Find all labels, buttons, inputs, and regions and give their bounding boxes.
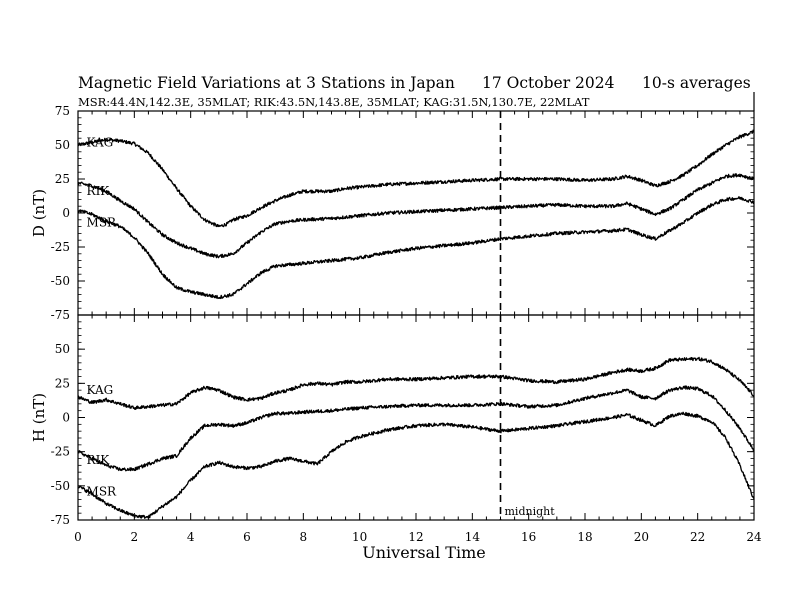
x-tick-label: 6 <box>243 530 251 544</box>
panel-frame-H <box>77 314 755 521</box>
station-label-rik: RIK <box>87 184 111 198</box>
series-kag-D <box>77 129 755 228</box>
x-tick-label: 20 <box>634 530 649 544</box>
x-tick-label: 10 <box>352 530 367 544</box>
midnight-label: midnight <box>505 505 556 518</box>
x-tick-label: 14 <box>465 530 481 544</box>
x-tick-label: 24 <box>746 530 762 544</box>
chart-averaging: 10-s averages <box>642 74 751 92</box>
chart-date: 17 October 2024 <box>482 74 615 92</box>
y-axis-label-H: H (nT) <box>30 393 48 442</box>
station-label-msr: MSR <box>87 216 118 230</box>
series-rik-H <box>77 385 755 472</box>
x-axis-label: Universal Time <box>362 543 485 562</box>
y-tick-label: -75 <box>51 308 70 322</box>
station-label-rik: RIK <box>87 453 111 467</box>
y-tick-label: -50 <box>51 274 70 288</box>
x-tick-label: 4 <box>187 530 195 544</box>
y-tick-label: -25 <box>51 240 70 254</box>
y-tick-label: -75 <box>51 513 70 527</box>
x-tick-label: 12 <box>408 530 423 544</box>
series-rik-D <box>77 173 755 259</box>
x-tick-label: 0 <box>74 530 82 544</box>
x-tick-label: 2 <box>131 530 139 544</box>
y-tick-label: 0 <box>62 411 70 425</box>
series-msr-H <box>77 411 755 519</box>
y-tick-label: 25 <box>55 376 70 390</box>
y-tick-label: -50 <box>51 479 70 493</box>
chart-title: Magnetic Field Variations at 3 Stations … <box>78 74 455 92</box>
y-tick-label: 25 <box>55 172 70 186</box>
station-label-kag: KAG <box>87 135 114 149</box>
y-tick-label: 50 <box>55 138 70 152</box>
x-axis: 0 2 4 6 8 10 12 14 16 18 20 22 24 <box>74 92 762 544</box>
y-axis-label-D: D (nT) <box>30 189 48 237</box>
y-tick-label: -25 <box>51 445 70 459</box>
y-tick-label: 0 <box>62 206 70 220</box>
series-msr-D <box>77 196 755 300</box>
panel-horizontal: -75 -50 -25 0 25 50 H (nT) KAG RIK MSR midnight <box>30 314 755 527</box>
series-kag-H <box>77 356 755 410</box>
x-tick-label: 8 <box>300 530 308 544</box>
panel-declination: -75 -50 -25 0 25 50 75 D (nT) KAG RIK MSR <box>30 104 755 322</box>
x-tick-label: 16 <box>521 530 536 544</box>
y-tick-label: 75 <box>55 104 70 118</box>
x-tick-label: 18 <box>577 530 592 544</box>
station-label-msr: MSR <box>87 484 118 498</box>
station-label-kag: KAG <box>87 383 114 397</box>
y-tick-label: 50 <box>55 342 70 356</box>
x-tick-label: 22 <box>690 530 705 544</box>
station-info: MSR:44.4N,142.3E, 35MLAT; RIK:43.5N,143.… <box>78 95 590 109</box>
